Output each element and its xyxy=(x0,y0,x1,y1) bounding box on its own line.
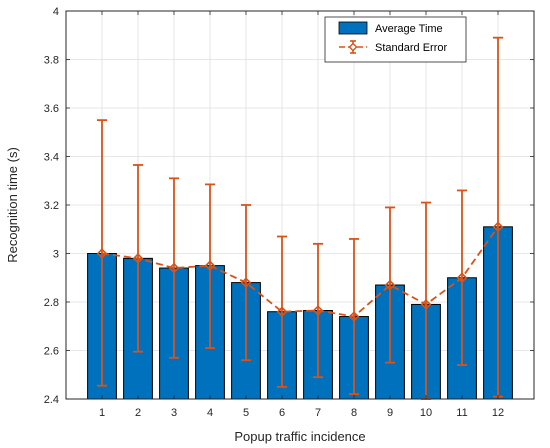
y-tick-label: 3 xyxy=(53,249,59,261)
y-tick-label: 3.6 xyxy=(44,103,59,115)
error-marker xyxy=(132,253,144,264)
y-tick-label: 2.4 xyxy=(44,394,59,406)
x-tick-label: 4 xyxy=(207,407,213,419)
y-tick-label: 2.6 xyxy=(44,346,59,358)
x-axis-ticks: 1 2 3 4 5 6 7 8 9 10 11 12 xyxy=(99,11,504,419)
x-tick-label: 7 xyxy=(315,407,321,419)
x-tick-label: 3 xyxy=(171,407,177,419)
y-axis-ticks: 2.4 2.6 2.8 3 3.2 3.4 3.6 3.8 4 xyxy=(44,6,534,406)
error-marker xyxy=(96,248,108,259)
error-marker xyxy=(312,305,324,316)
error-marker xyxy=(240,277,252,288)
y-tick-label: 3.4 xyxy=(44,152,59,164)
x-tick-label: 8 xyxy=(351,407,357,419)
legend: Average Time Standard Error xyxy=(324,16,467,63)
standard-error-line xyxy=(101,226,499,318)
x-axis-title: Popup traffic incidence xyxy=(234,429,365,444)
legend-label-standard-error: Standard Error xyxy=(375,42,447,54)
legend-swatch-average-time xyxy=(338,21,368,35)
y-tick-label: 3.8 xyxy=(44,55,59,67)
x-tick-label: 10 xyxy=(420,407,432,419)
error-marker xyxy=(456,272,468,284)
error-marker xyxy=(420,299,432,310)
y-tick-label: 4 xyxy=(53,6,59,18)
y-tick-label: 2.8 xyxy=(44,297,59,309)
x-tick-label: 12 xyxy=(492,407,504,419)
x-tick-label: 9 xyxy=(387,407,393,419)
legend-swatch-standard-error xyxy=(339,40,367,54)
legend-error-marker xyxy=(348,42,358,52)
error-marker xyxy=(348,311,360,322)
x-tick-label: 2 xyxy=(135,407,141,419)
error-marker xyxy=(276,306,288,318)
x-tick-label: 1 xyxy=(99,407,105,419)
error-marker xyxy=(492,221,504,233)
error-marker xyxy=(384,279,396,291)
error-marker xyxy=(168,262,180,274)
x-tick-label: 5 xyxy=(243,407,249,419)
legend-label-average-time: Average Time xyxy=(375,23,443,35)
error-marker xyxy=(204,260,216,271)
y-axis-title: Recognition time (s) xyxy=(5,147,20,263)
y-tick-label: 3.2 xyxy=(44,200,59,212)
x-tick-label: 6 xyxy=(279,407,285,419)
x-tick-label: 11 xyxy=(456,407,467,419)
